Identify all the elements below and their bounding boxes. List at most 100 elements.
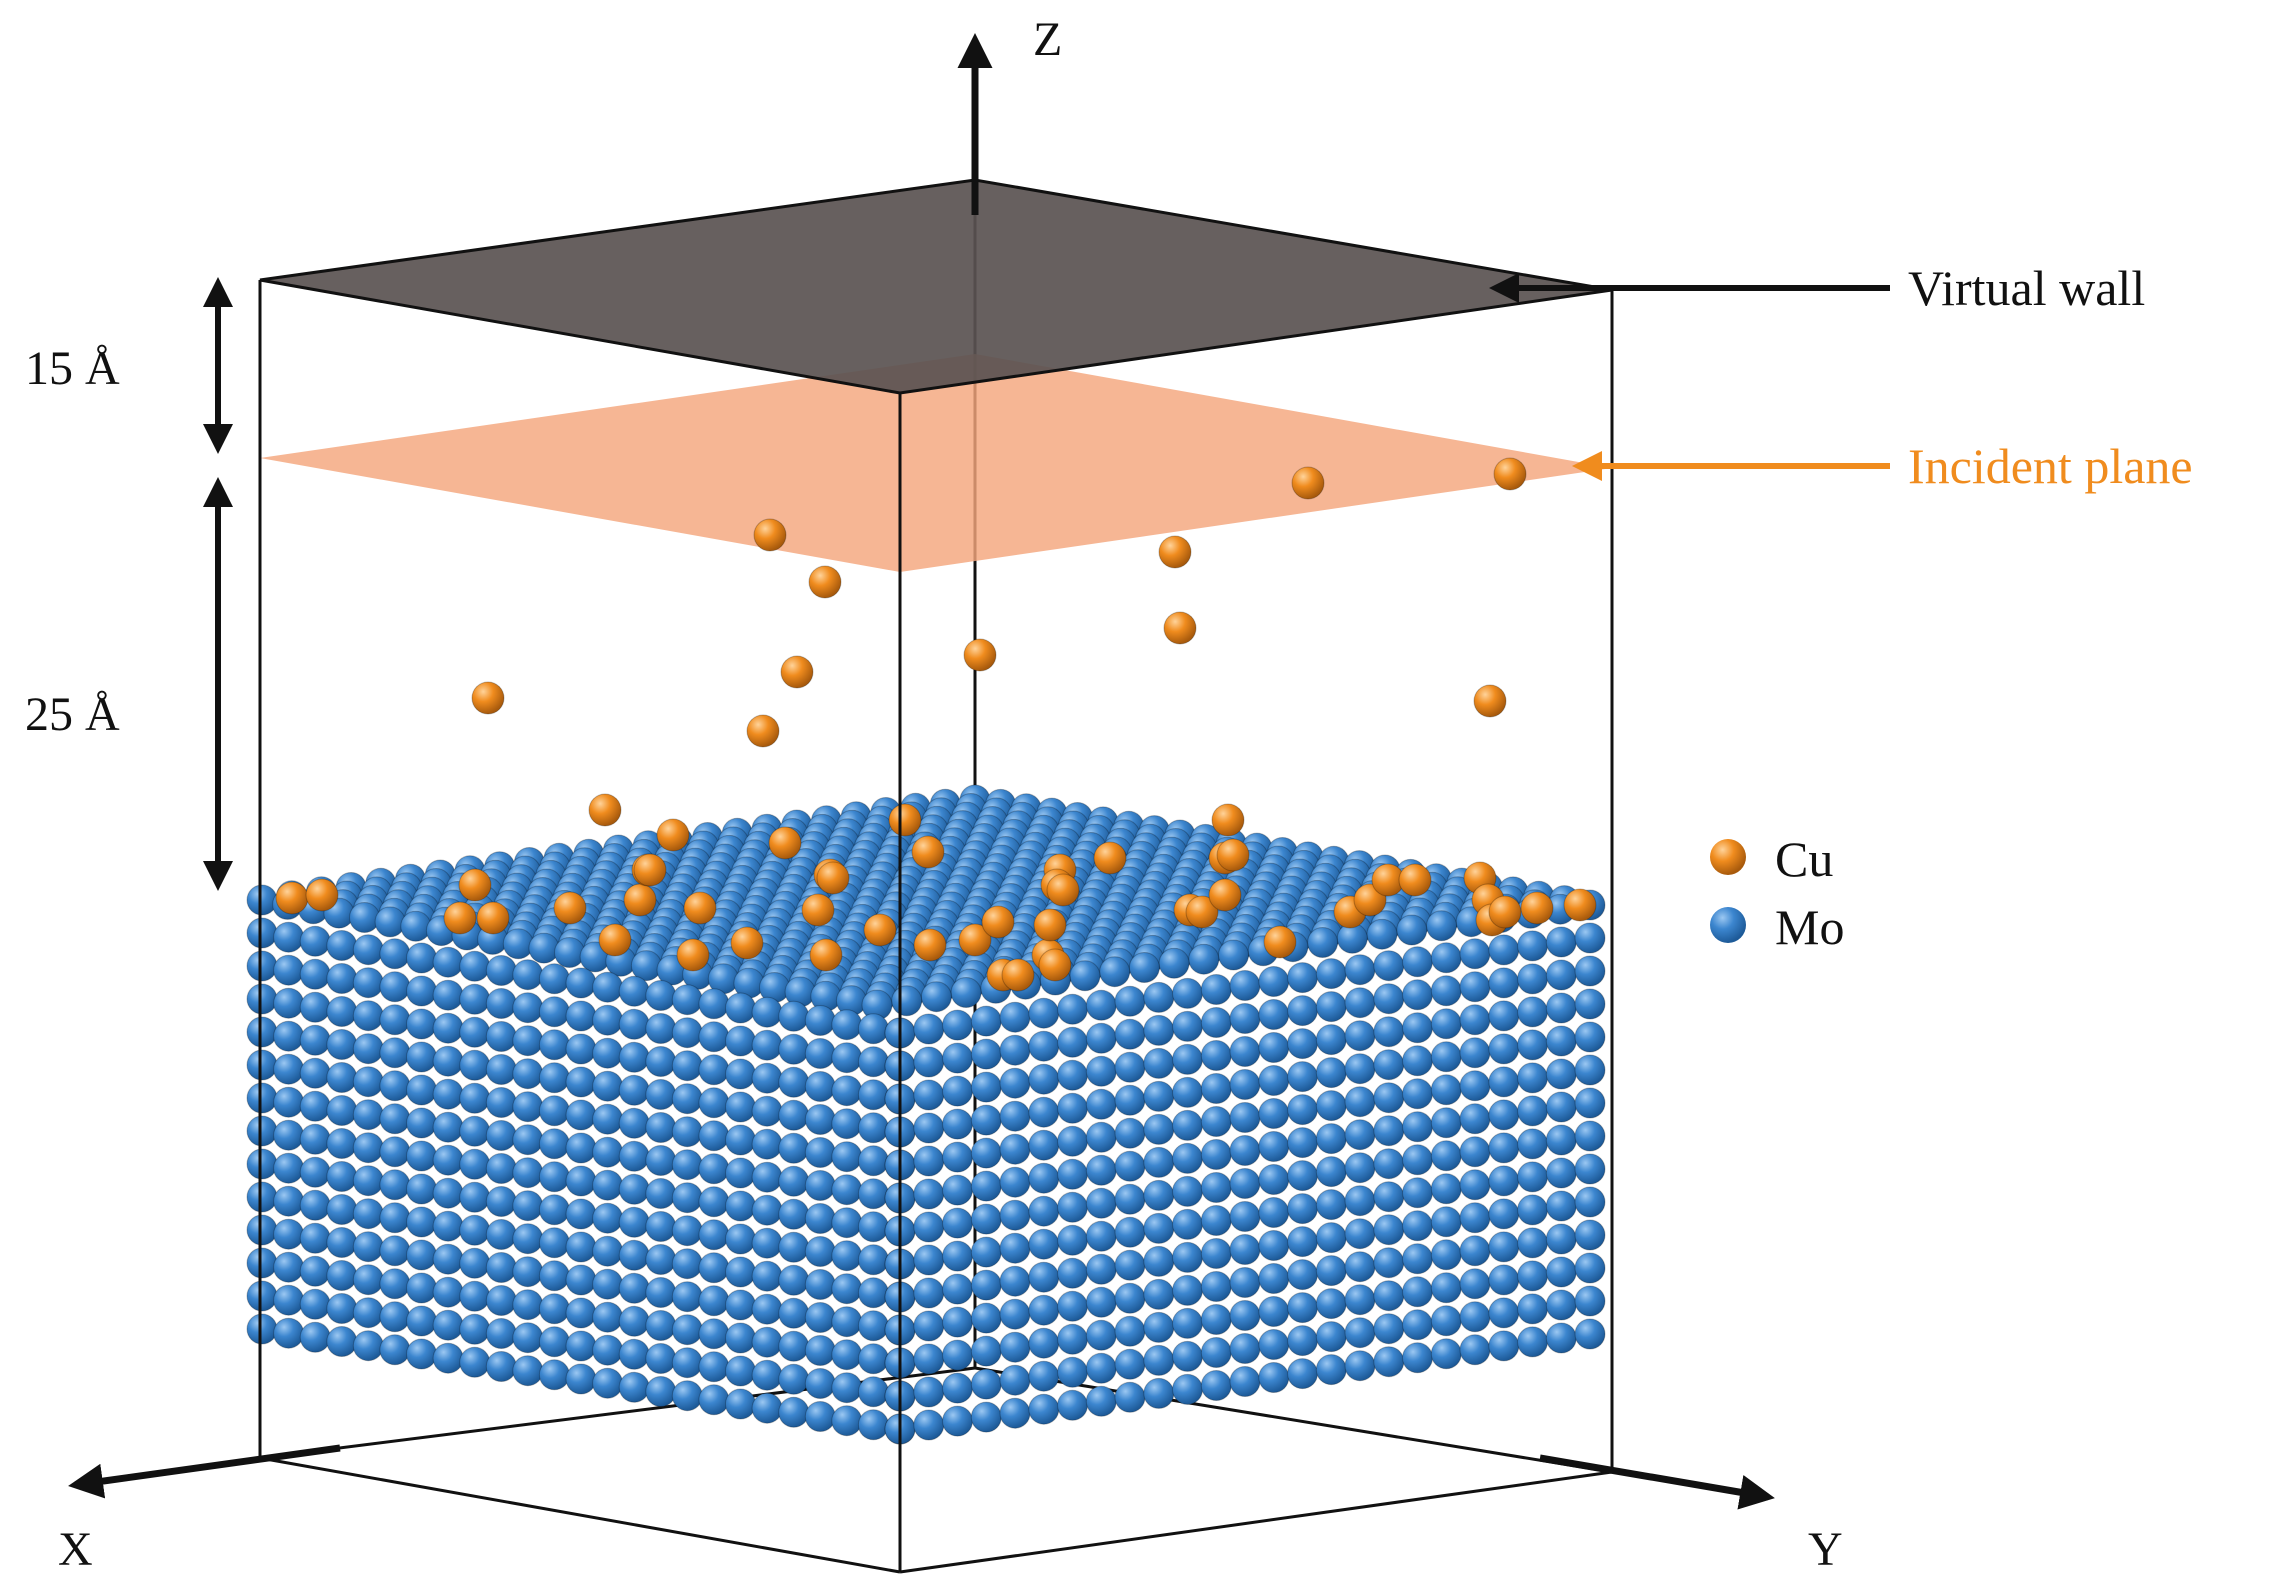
- mo-atom: [273, 1218, 305, 1250]
- mo-atom: [1287, 1028, 1318, 1060]
- mo-atom: [1128, 952, 1160, 983]
- mo-atom: [246, 1148, 278, 1180]
- mo-atom: [1143, 1245, 1175, 1277]
- mo-atom: [831, 1273, 863, 1305]
- cu-atom: [1163, 611, 1197, 645]
- mo-atom: [942, 1240, 973, 1272]
- mo-atom: [1258, 966, 1290, 997]
- mo-atom: [565, 1099, 597, 1131]
- mo-atom: [831, 1339, 863, 1371]
- mo-atom: [1488, 1165, 1520, 1197]
- mo-atom: [725, 1223, 756, 1255]
- mo-atom: [1287, 1292, 1318, 1324]
- mo-atom: [273, 1185, 305, 1217]
- mo-atom: [857, 1079, 889, 1111]
- mo-atom: [999, 1001, 1031, 1033]
- mo-atom: [592, 1367, 624, 1399]
- mo-atom: [1402, 946, 1433, 978]
- cu-atom: [676, 938, 710, 972]
- z-axis-label: Z: [1033, 13, 1062, 66]
- mo-atom: [913, 1409, 945, 1441]
- mo-atom: [352, 1297, 384, 1329]
- mo-atom: [592, 1268, 624, 1300]
- mo-atom: [502, 928, 534, 960]
- mo-atom: [942, 1339, 973, 1371]
- mo-atom: [999, 1034, 1031, 1066]
- mo-atom: [1028, 1195, 1060, 1227]
- mo-atom: [1344, 1317, 1376, 1349]
- mo-atom: [857, 1409, 889, 1441]
- mo-atom: [1229, 1102, 1261, 1133]
- mo-atom: [1517, 1194, 1548, 1226]
- mo-atom: [326, 1227, 358, 1258]
- mo-atom: [1373, 1115, 1405, 1147]
- mo-atom: [406, 1041, 437, 1073]
- cu-atom: [656, 818, 690, 852]
- mo-atom: [671, 1083, 703, 1115]
- mo-atom: [459, 1115, 491, 1147]
- mo-atom: [1200, 1205, 1232, 1236]
- mo-atom: [1315, 1123, 1347, 1155]
- mo-atom: [1143, 1146, 1175, 1178]
- mo-atom: [1459, 1235, 1491, 1267]
- mo-atom: [1545, 1091, 1577, 1123]
- mo-atom: [1574, 922, 1606, 954]
- mo-atom: [592, 971, 624, 1003]
- mo-atom: [1200, 1370, 1232, 1401]
- mo-atom: [1545, 926, 1577, 958]
- mo-atom: [406, 1008, 437, 1040]
- legend-mo-label: Mo: [1775, 899, 1844, 955]
- mo-atom: [645, 1079, 677, 1110]
- legend-item-mo: Mo: [1710, 899, 1844, 955]
- mo-atom: [485, 1087, 517, 1118]
- mo-atom: [485, 1351, 517, 1382]
- mo-atom: [645, 1013, 677, 1044]
- mo-atom: [751, 1326, 783, 1358]
- mo-atom: [831, 1108, 863, 1140]
- mo-atom: [565, 1231, 597, 1263]
- mo-atom: [1057, 1125, 1088, 1157]
- cu-atom: [1263, 925, 1297, 959]
- mo-atom: [1315, 1024, 1347, 1056]
- mo-atom: [1488, 1132, 1520, 1164]
- mo-atom: [512, 992, 544, 1024]
- mo-atom: [751, 1128, 783, 1160]
- mo-atom: [565, 1066, 597, 1098]
- mo-atom: [246, 1049, 278, 1081]
- mo-atom: [857, 1277, 889, 1309]
- mo-atom: [999, 1232, 1031, 1264]
- mo-atom: [1315, 1057, 1347, 1089]
- mo-atom: [1315, 1255, 1347, 1287]
- mo-atom: [459, 1247, 491, 1279]
- mo-atom: [273, 1119, 305, 1151]
- mo-atom: [379, 938, 411, 970]
- dimension-markers: 15 Å 25 Å: [25, 277, 233, 891]
- mo-atom: [1344, 1053, 1376, 1085]
- mo-atom: [1258, 999, 1290, 1030]
- mo-atom: [246, 1115, 278, 1147]
- mo-atom: [1517, 1227, 1548, 1259]
- mo-atom: [485, 1285, 517, 1316]
- mo-atom: [1373, 1082, 1405, 1114]
- mo-atom: [999, 1100, 1031, 1132]
- mo-atom: [1085, 1055, 1117, 1087]
- mo-atom: [1218, 939, 1249, 971]
- mo-atom: [459, 983, 491, 1015]
- mo-atom: [698, 1252, 730, 1284]
- mo-atom: [645, 1343, 677, 1374]
- mo-atom: [1057, 1224, 1088, 1256]
- mo-atom: [970, 1071, 1002, 1103]
- cu-atom: [809, 938, 843, 972]
- mo-atom: [1344, 1218, 1376, 1250]
- mo-atom: [857, 1178, 889, 1210]
- mo-atom: [1258, 1197, 1290, 1228]
- mo-atom: [512, 1289, 544, 1321]
- mo-atom: [618, 1074, 650, 1106]
- mo-atom: [1574, 1087, 1606, 1119]
- mo-atom: [326, 963, 358, 994]
- mo-atom: [778, 1033, 810, 1065]
- mo-atom: [645, 1211, 677, 1242]
- mo-atom: [698, 988, 730, 1020]
- mo-atom: [1402, 1342, 1433, 1374]
- mo-atom: [1430, 1140, 1462, 1172]
